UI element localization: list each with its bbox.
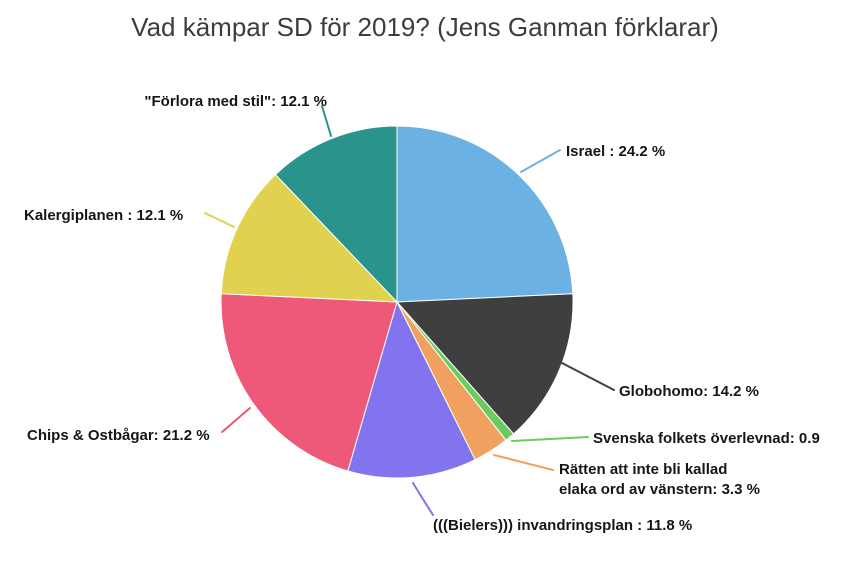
leader-line-ratten-att-inte-bli-kallad bbox=[493, 454, 554, 471]
pie-slice-bielers-invandringsplan bbox=[347, 300, 476, 479]
pie-slice-chips-ostbagar bbox=[220, 293, 398, 472]
slice-label-bielers-invandringsplan: (((Bielers))) invandringsplan : 11.8 % bbox=[433, 517, 693, 534]
slice-label-globohomo: Globohomo: 14.2 % bbox=[619, 383, 760, 400]
leader-line-svenska-folkets-overlevnad bbox=[511, 436, 589, 442]
slice-label-chips-ostbagar: Chips & Ostbågar: 21.2 % bbox=[27, 427, 210, 444]
leader-line-chips-ostbagar bbox=[221, 407, 251, 433]
slice-label-kalergiplanen: Kalergiplanen : 12.1 % bbox=[24, 207, 184, 224]
pie-slice-israel bbox=[396, 125, 574, 303]
slice-label-israel: Israel : 24.2 % bbox=[566, 143, 666, 160]
slice-label-forlora-med-stil: "Förlora med stil": 12.1 % bbox=[144, 93, 327, 110]
slice-label-svenska-folkets-overlevnad: Svenska folkets överlevnad: 0.9 bbox=[593, 430, 820, 447]
leader-line-globohomo bbox=[561, 362, 615, 391]
chart-title: Vad kämpar SD för 2019? (Jens Ganman för… bbox=[131, 12, 719, 42]
leader-line-kalergiplanen bbox=[204, 212, 235, 228]
leader-line-bielers-invandringsplan bbox=[412, 482, 434, 516]
pie-slice-forlora-med-stil bbox=[274, 125, 398, 304]
pie-slice-kalergiplanen bbox=[220, 173, 399, 303]
slice-label-ratten-att-inte-bli-kallad: Rätten att inte bli kallad elaka ord av … bbox=[559, 461, 760, 498]
pie-slice-globohomo bbox=[395, 293, 574, 435]
leader-line-forlora-med-stil bbox=[321, 105, 332, 137]
leader-line-israel bbox=[520, 149, 561, 173]
